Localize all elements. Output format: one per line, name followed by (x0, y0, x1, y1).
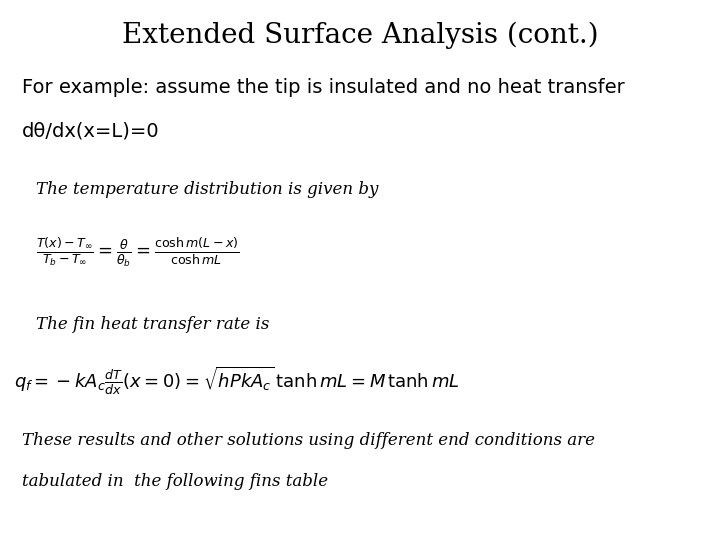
Text: The fin heat transfer rate is: The fin heat transfer rate is (36, 316, 269, 333)
Text: dθ/dx(x=L)=0: dθ/dx(x=L)=0 (22, 122, 159, 140)
Text: $q_f = -kA_c \frac{dT}{dx}(x = 0) = \sqrt{hPkA_c}\, \tanh mL = M\, \tanh mL$: $q_f = -kA_c \frac{dT}{dx}(x = 0) = \sqr… (14, 364, 460, 397)
Text: These results and other solutions using different end conditions are: These results and other solutions using … (22, 432, 595, 449)
Text: $\frac{T(x) - T_{\infty}}{T_b - T_{\infty}} = \frac{\theta}{\theta_b} = \frac{\c: $\frac{T(x) - T_{\infty}}{T_b - T_{\inft… (36, 235, 240, 269)
Text: tabulated in  the following fins table: tabulated in the following fins table (22, 472, 328, 489)
Text: The temperature distribution is given by: The temperature distribution is given by (36, 181, 379, 198)
Text: For example: assume the tip is insulated and no heat transfer: For example: assume the tip is insulated… (22, 78, 624, 97)
Text: Extended Surface Analysis (cont.): Extended Surface Analysis (cont.) (122, 22, 598, 49)
